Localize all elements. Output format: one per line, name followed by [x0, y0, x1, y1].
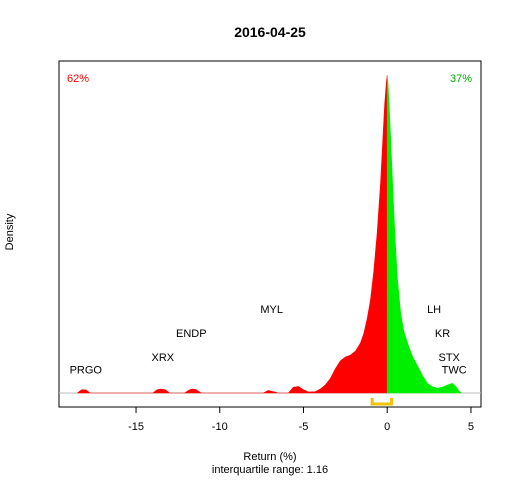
- x-axis-label: Return (%): [243, 451, 296, 463]
- x-tick-label: -15: [128, 421, 144, 433]
- positive-share-label: 37%: [450, 73, 472, 85]
- density-layer: [59, 75, 481, 406]
- negative-density-area: [76, 75, 388, 394]
- iqr-caption: interquartile range: 1.16: [212, 464, 328, 476]
- y-axis-label: Density: [4, 213, 16, 250]
- negative-share-label: 62%: [67, 73, 89, 85]
- annotation-myl: MYL: [260, 304, 283, 316]
- annotation-xrx: XRX: [151, 352, 174, 364]
- annotation-stx: STX: [438, 352, 460, 364]
- plot-frame: [58, 60, 482, 408]
- x-tick-label: -5: [299, 421, 309, 433]
- positive-density-area: [386, 75, 463, 394]
- x-tick-label: 5: [468, 421, 474, 433]
- annotation-endp: ENDP: [176, 328, 207, 340]
- chart-title: 2016-04-25: [234, 24, 306, 40]
- annotation-prgo: PRGO: [70, 365, 103, 377]
- x-tick-label: -10: [212, 421, 228, 433]
- annotation-twc: TWC: [442, 365, 467, 377]
- iqr-bracket: [370, 398, 394, 406]
- x-tick-label: 0: [384, 421, 390, 433]
- x-axis: -15 -10 -5 0 5: [128, 406, 474, 433]
- iqr-bracket-line: [370, 398, 394, 406]
- annotation-kr: KR: [435, 328, 450, 340]
- annotation-lh: LH: [427, 304, 441, 316]
